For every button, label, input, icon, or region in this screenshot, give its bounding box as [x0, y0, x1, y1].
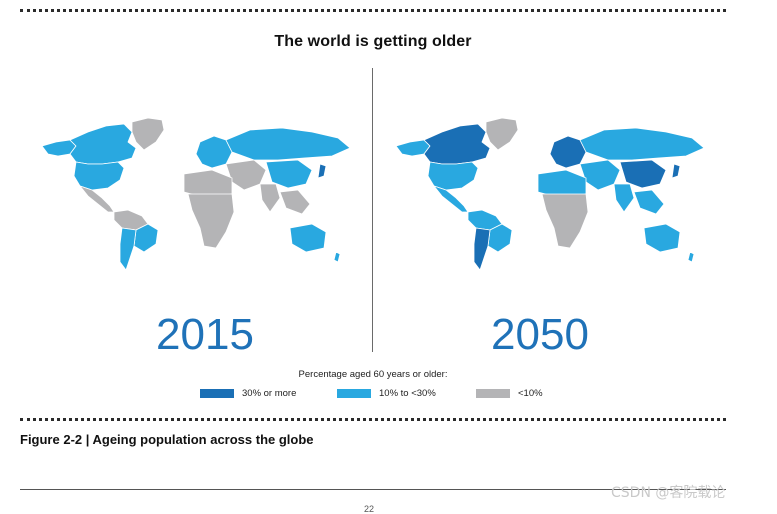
region-new-zealand — [333, 251, 341, 263]
region-usa — [427, 161, 479, 191]
legend-swatch-grey — [476, 389, 510, 398]
watermark: CSDN @客院载论 — [611, 485, 726, 501]
legend-swatch-dark-blue — [200, 389, 234, 398]
region-mexico — [79, 185, 115, 213]
legend-label: 30% or more — [242, 388, 297, 399]
region-japan — [317, 163, 327, 179]
region-southern-cone — [119, 227, 137, 271]
region-india — [259, 183, 281, 213]
region-greenland — [131, 117, 165, 151]
center-divider — [372, 68, 373, 352]
page-number: 22 — [364, 504, 375, 514]
legend-label: 10% to <30% — [379, 388, 436, 399]
region-se-asia — [279, 189, 311, 215]
region-china — [619, 159, 667, 189]
region-mexico — [433, 185, 469, 213]
legend-label: <10% — [518, 388, 543, 399]
region-sub-saharan-africa — [541, 193, 589, 249]
region-se-asia — [633, 189, 665, 215]
figure-title: The world is getting older — [274, 33, 472, 50]
region-russia — [225, 127, 351, 161]
footer-rule — [20, 489, 726, 490]
region-greenland — [485, 117, 519, 151]
region-canada — [423, 123, 491, 165]
region-australia — [643, 223, 681, 253]
region-india — [613, 183, 635, 213]
region-usa — [73, 161, 125, 191]
region-china — [265, 159, 313, 189]
top-dotted-divider — [20, 9, 726, 12]
region-new-zealand — [687, 251, 695, 263]
region-russia — [579, 127, 705, 161]
region-canada — [69, 123, 137, 165]
year-label-2015: 2015 — [156, 310, 254, 359]
region-australia — [289, 223, 327, 253]
world-map-2050 — [390, 112, 715, 272]
bottom-dotted-divider — [20, 418, 726, 421]
region-sub-saharan-africa — [187, 193, 235, 249]
figure-caption: Figure 2-2 | Ageing population across th… — [20, 432, 314, 447]
region-japan — [671, 163, 681, 179]
legend-swatch-light-blue — [337, 389, 371, 398]
year-label-2050: 2050 — [491, 310, 589, 359]
world-map-2015 — [36, 112, 361, 272]
world-map-2015-svg — [41, 117, 351, 271]
region-southern-cone — [473, 227, 491, 271]
legend-title: Percentage aged 60 years or older: — [298, 369, 448, 380]
world-map-2050-svg — [395, 117, 705, 271]
